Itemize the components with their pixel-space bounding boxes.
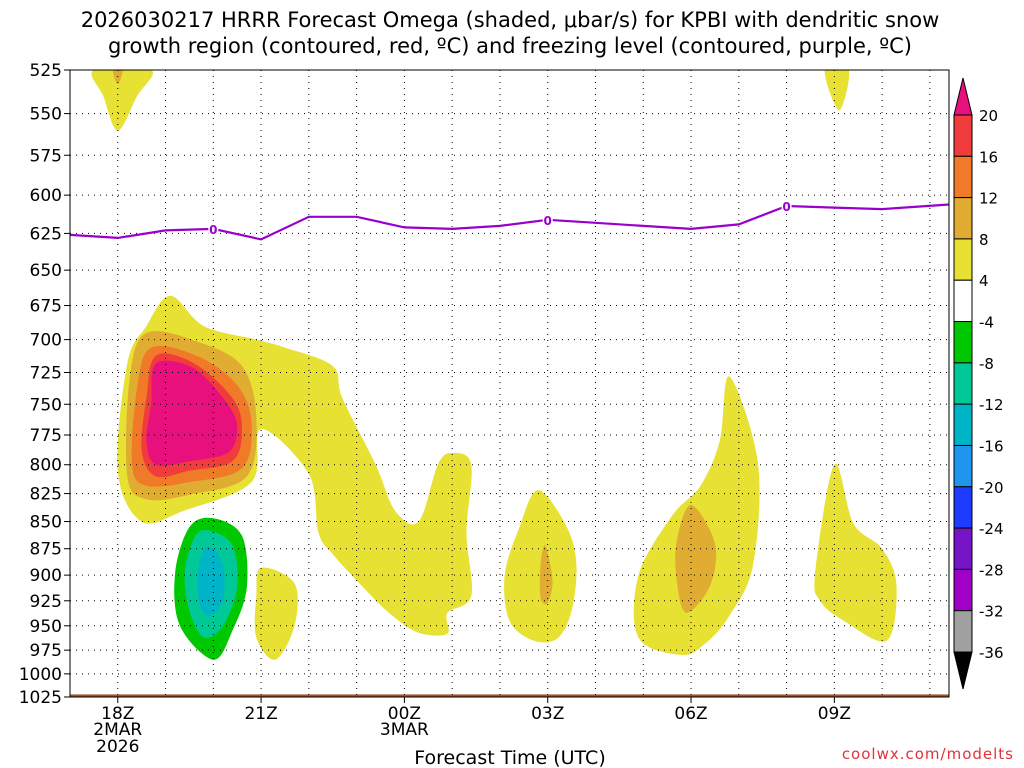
- x-axis-title: Forecast Time (UTC): [414, 747, 605, 768]
- plot-frame: [69, 69, 950, 698]
- colorbar-bin-1: [953, 114, 973, 157]
- y-tick-label-525: 525: [30, 61, 62, 81]
- colorbar-tick-10: -24: [979, 520, 1004, 538]
- x-tick-date-2: 3MAR: [380, 720, 429, 740]
- colorbar-bin-13: [953, 610, 973, 653]
- freezing-label-bg-1: [542, 212, 553, 227]
- y-tick-label-725: 725: [30, 363, 62, 383]
- omega-region-12: [814, 463, 897, 642]
- chart-title-line1: 2026030217 HRRR Forecast Omega (shaded, …: [81, 8, 940, 32]
- freezing-label-2: 0: [782, 200, 790, 214]
- colorbar: 20 16 12 8 4 -4 -8 -12 -16 -20 -24 -28 -32 -36: [953, 77, 1004, 690]
- colorbar-bin-4: [953, 238, 973, 281]
- freezing-label-1: 0: [544, 214, 552, 228]
- y-tick-label-950: 950: [30, 617, 62, 637]
- omega-region-16: [197, 546, 225, 616]
- colorbar-tick-6: -8: [979, 355, 994, 373]
- x-tick-year-0: 2026: [96, 737, 139, 757]
- freezing-level-line: [70, 203, 949, 241]
- colorbar-tick-9: -20: [979, 479, 1004, 497]
- y-tick-label-1000: 1000: [19, 665, 62, 685]
- colorbar-bin-9: [953, 444, 973, 488]
- y-tick-label-775: 775: [30, 426, 62, 446]
- colorbar-bin-5: [953, 279, 973, 323]
- colorbar-bin-8: [953, 403, 973, 446]
- y-tick-label-675: 675: [30, 297, 62, 317]
- x-tick-date-0: 2MAR: [93, 720, 142, 740]
- colorbar-bin-12: [953, 568, 973, 612]
- colorbar-tick-1: 16: [979, 148, 998, 166]
- freezing-label-bg-2: [781, 199, 792, 214]
- omega-region-9: [539, 545, 553, 605]
- colorbar-tick-3: 8: [979, 231, 989, 249]
- colorbar-tick-13: -36: [979, 644, 1004, 662]
- omega-shading: [91, 70, 897, 660]
- y-tick-label-975: 975: [30, 641, 62, 661]
- colorbar-bin-6: [953, 321, 973, 364]
- y-tick-label-925: 925: [30, 592, 62, 612]
- colorbar-tick-12: -32: [979, 603, 1004, 621]
- colorbar-tick-8: -16: [979, 437, 1004, 455]
- omega-region-13: [254, 567, 298, 660]
- chart-title-line2: growth region (contoured, red, ºC) and f…: [108, 34, 912, 58]
- freezing-level-layer: 0 0 0: [70, 199, 949, 241]
- y-tick-label-625: 625: [30, 224, 62, 244]
- colorbar-tick-5: -4: [979, 314, 994, 332]
- y-tick-label-750: 750: [30, 395, 62, 415]
- omega-region-1: [112, 70, 123, 85]
- x-tick-label-2: 00Z: [388, 704, 421, 724]
- colorbar-bin-7: [953, 362, 973, 405]
- x-tick-label-3: 03Z: [531, 704, 564, 724]
- omega-region-2: [824, 70, 850, 111]
- y-tick-label-600: 600: [30, 186, 62, 206]
- y-tick-label-800: 800: [30, 456, 62, 476]
- omega-region-0: [91, 70, 153, 131]
- ground-strip-bar: [70, 694, 949, 697]
- omega-region-7: [146, 360, 238, 466]
- freezing-label-0: 0: [209, 223, 217, 237]
- omega-region-11: [675, 504, 717, 613]
- colorbar-bin-2: [953, 155, 973, 199]
- y-tick-label-875: 875: [30, 540, 62, 560]
- colorbar-bin-10: [953, 486, 973, 529]
- x-tick-label-4: 06Z: [674, 704, 707, 724]
- y-tick-label-650: 650: [30, 261, 62, 281]
- colorbar-tick-7: -12: [979, 396, 1004, 414]
- grid-lines: [70, 70, 949, 697]
- y-tick-label-550: 550: [30, 105, 62, 125]
- colorbar-tick-0: 20: [979, 107, 998, 125]
- freezing-label-bg-0: [208, 221, 219, 236]
- colorbar-bin-11: [953, 527, 973, 570]
- y-tick-label-700: 700: [30, 331, 62, 351]
- y-tick-label-900: 900: [30, 566, 62, 586]
- x-tick-label-5: 09Z: [818, 704, 851, 724]
- y-tick-label-850: 850: [30, 513, 62, 533]
- colorbar-top-arrow: [953, 77, 973, 116]
- y-tick-label-1025: 1025: [19, 688, 62, 708]
- y-tick-label-825: 825: [30, 485, 62, 505]
- colorbar-tick-4: 4: [979, 272, 989, 290]
- x-tick-label-1: 21Z: [244, 704, 277, 724]
- omega-region-8: [504, 490, 577, 643]
- colorbar-tick-11: -28: [979, 561, 1004, 579]
- y-axis: 525 550 575 600 625 650 675 700 725 750 775 800 825 8…: [19, 61, 70, 708]
- credit-label: coolwx.com/modelts: [842, 745, 1014, 763]
- colorbar-tick-2: 12: [979, 190, 998, 208]
- x-tick-label-0: 18Z: [101, 704, 134, 724]
- colorbar-bin-3: [953, 197, 973, 240]
- y-tick-label-575: 575: [30, 146, 62, 166]
- ground-strip: [70, 694, 949, 697]
- colorbar-bottom-arrow: [953, 651, 973, 690]
